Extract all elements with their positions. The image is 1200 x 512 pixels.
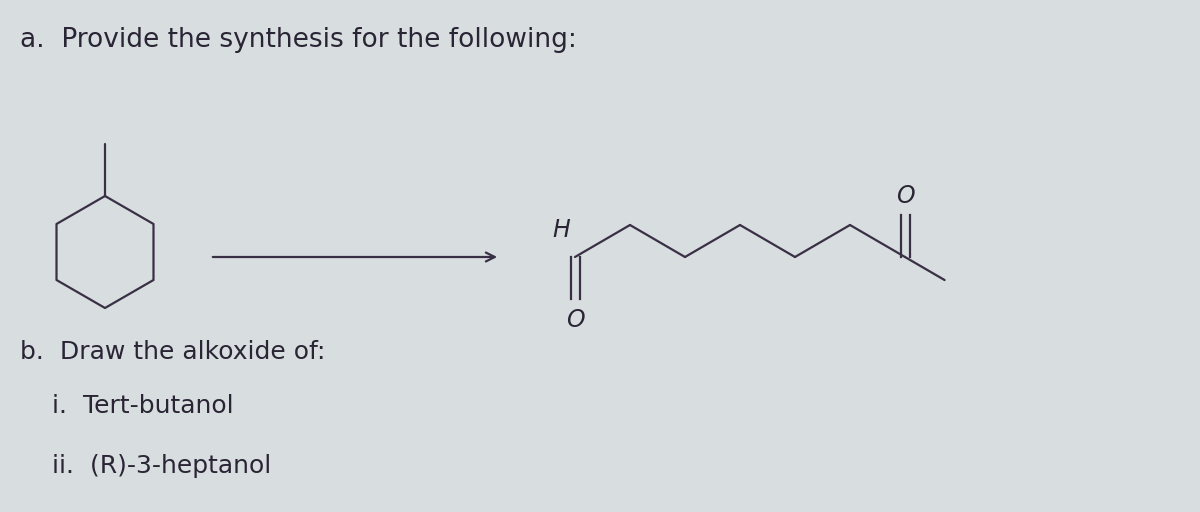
Text: H: H — [552, 218, 570, 242]
Text: ii.  (R)-3-heptanol: ii. (R)-3-heptanol — [52, 454, 271, 478]
Text: O: O — [895, 184, 914, 208]
Text: b.  Draw the alkoxide of:: b. Draw the alkoxide of: — [20, 340, 325, 364]
Text: i.  Tert-butanol: i. Tert-butanol — [52, 394, 234, 418]
Text: a.  Provide the synthesis for the following:: a. Provide the synthesis for the followi… — [20, 27, 577, 53]
Text: O: O — [565, 308, 584, 332]
